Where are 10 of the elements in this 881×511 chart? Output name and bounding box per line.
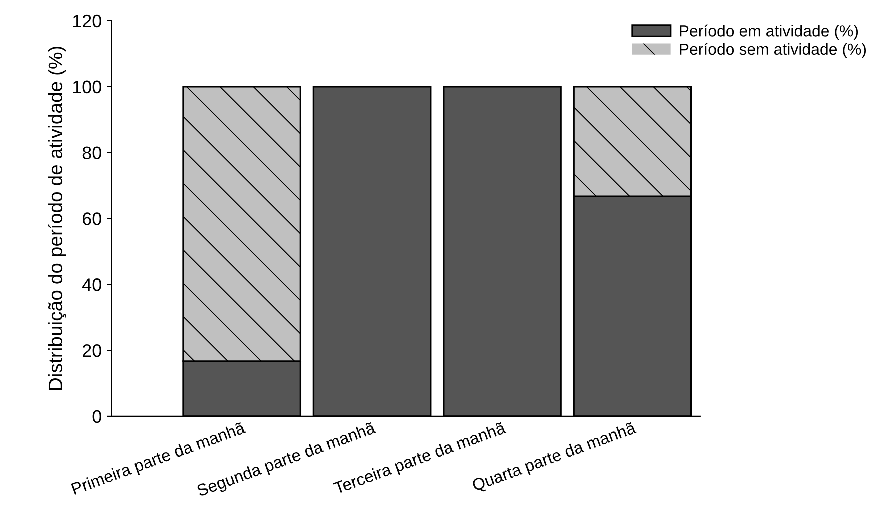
y-tick-label: 40 [82,278,102,292]
legend-label: Período em atividade (%) [680,24,858,40]
y-tick-label: 20 [82,344,102,358]
y-tick-label: 120 [73,14,102,28]
y-tick-label: 0 [92,410,102,424]
y-tick-label: 100 [73,80,102,94]
y-tick-label: 80 [82,146,102,160]
y-axis-title: Distribuição do período de atividade (%) [48,46,66,390]
legend-label: Período sem atividade (%) [680,43,866,58]
y-tick-label: 60 [83,212,102,226]
